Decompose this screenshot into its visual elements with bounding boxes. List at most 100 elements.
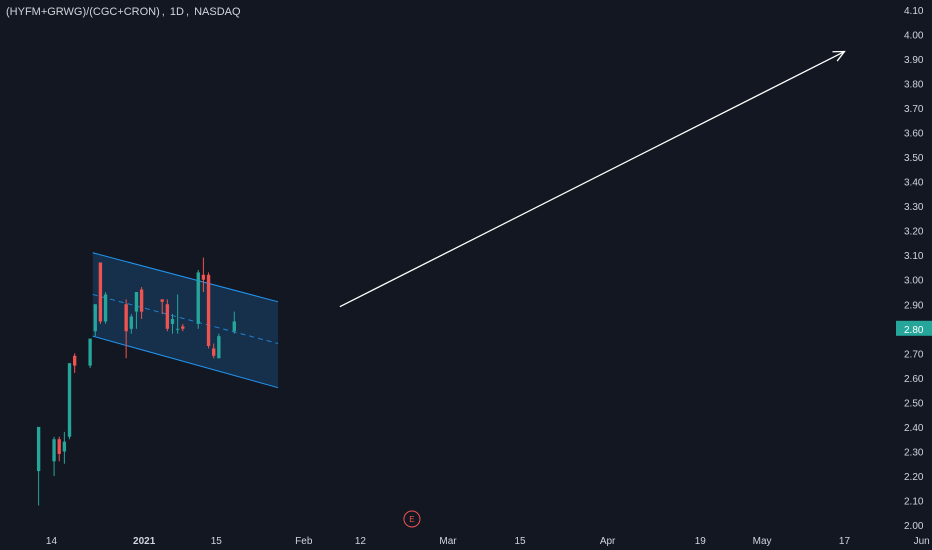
y-tick-label: 4.10: [904, 6, 924, 17]
channel-median-line: [92, 293, 279, 345]
x-tick-label: 12: [355, 536, 367, 547]
x-tick-label: Feb: [295, 536, 313, 547]
y-tick-label: 2.30: [904, 447, 924, 458]
y-tick-label: 3.20: [904, 227, 924, 238]
candle-body: [52, 439, 56, 462]
candle-body: [170, 318, 175, 324]
candle: [124, 299, 128, 359]
x-tick-label: 19: [695, 536, 707, 547]
last-price-tag: [896, 320, 932, 336]
candle-body: [175, 328, 180, 330]
candle: [217, 333, 221, 359]
x-tick-label: Mar: [439, 536, 457, 547]
channel-fill: [92, 252, 279, 388]
y-tick-label: 3.90: [904, 55, 924, 66]
x-tick-label: Jun: [914, 536, 930, 547]
time-axis[interactable]: 14 2021 15 Feb 12 Mar 15 Apr 19 May 17 Jun: [46, 536, 930, 547]
candle: [165, 299, 170, 332]
candle-body: [181, 326, 185, 329]
candle-body: [160, 299, 164, 302]
earnings-marker[interactable]: E: [403, 510, 421, 528]
symbol-label: (HYFM+GRWG)/(CGC+CRON): [6, 6, 160, 18]
candle-body: [67, 363, 72, 437]
y-tick-label: 2.60: [904, 374, 924, 385]
candle: [206, 272, 211, 349]
candle: [212, 343, 216, 359]
earnings-label: E: [409, 515, 414, 524]
candle: [134, 291, 139, 329]
trend-arrow[interactable]: [339, 50, 846, 308]
candle-body: [134, 291, 139, 312]
candle: [181, 323, 185, 332]
candle-body: [103, 294, 108, 322]
y-tick-label: 3.00: [904, 276, 924, 287]
y-tick-label: 2.70: [904, 349, 924, 360]
y-tick-label: 4.00: [904, 30, 924, 41]
interval-label: 1D: [169, 6, 184, 18]
candle: [170, 314, 175, 334]
candle-body: [212, 348, 216, 356]
price-axis[interactable]: 2.00 2.10 2.20 2.30 2.40 2.50 2.60 2.70 2.80 2.90…: [896, 6, 932, 532]
candle-body: [88, 338, 92, 366]
candle-body: [98, 262, 103, 322]
candle-body: [196, 272, 200, 324]
candle-body: [232, 321, 236, 332]
exchange-label: NASDAQ: [194, 6, 241, 18]
arrow-shaft: [339, 50, 845, 308]
y-tick-label: 3.40: [904, 178, 924, 189]
candle: [57, 436, 61, 462]
candle-body: [217, 336, 221, 359]
candle-body: [57, 439, 61, 454]
candle-body: [36, 426, 41, 472]
y-tick-label: 3.30: [904, 202, 924, 213]
candle: [98, 262, 103, 324]
candle: [196, 269, 200, 329]
candle: [201, 257, 206, 292]
channel-upper-line: [92, 252, 279, 303]
y-tick-label: 3.70: [904, 104, 924, 115]
y-tick-label: 2.20: [904, 472, 924, 483]
candle: [52, 436, 56, 477]
y-tick-label: 2.50: [904, 398, 924, 409]
candle: [88, 338, 92, 369]
candle-body: [62, 441, 67, 452]
candle-body: [93, 304, 97, 332]
y-tick-label: 3.50: [904, 153, 924, 164]
chart-title: (HYFM+GRWG)/(CGC+CRON), 1D, NASDAQ: [6, 6, 243, 18]
candle-body: [72, 355, 77, 366]
earnings-icon: [403, 510, 421, 528]
candle: [103, 291, 108, 324]
candle: [160, 299, 164, 315]
candle-body: [124, 304, 128, 332]
y-tick-label: 2.40: [904, 423, 924, 434]
x-tick-label: Apr: [600, 536, 616, 547]
y-tick-label: 2.00: [904, 521, 924, 532]
arrow-head: [832, 50, 846, 62]
candle: [72, 353, 77, 373]
candle: [36, 426, 41, 506]
x-tick-label: 2021: [133, 536, 156, 547]
x-tick-label: 14: [46, 536, 58, 547]
x-tick-label: 17: [839, 536, 851, 547]
candle: [129, 314, 133, 334]
candle: [139, 287, 144, 319]
x-tick-label: 15: [211, 536, 223, 547]
candle: [93, 304, 97, 337]
y-tick-label: 2.90: [904, 300, 924, 311]
y-tick-label: 3.10: [904, 251, 924, 262]
candle: [67, 363, 72, 440]
candle-body: [139, 289, 144, 312]
candle: [175, 294, 180, 334]
candle-body: [165, 304, 170, 329]
y-tick-label: 3.60: [904, 129, 924, 140]
candle-body: [206, 274, 211, 346]
candle: [232, 311, 236, 334]
x-tick-label: 15: [515, 536, 527, 547]
candle: [62, 431, 67, 464]
candle-body: [201, 274, 206, 280]
last-price-label: 2.80: [904, 325, 924, 336]
parallel-channel[interactable]: [92, 252, 279, 389]
candlestick-series: [36, 257, 236, 506]
